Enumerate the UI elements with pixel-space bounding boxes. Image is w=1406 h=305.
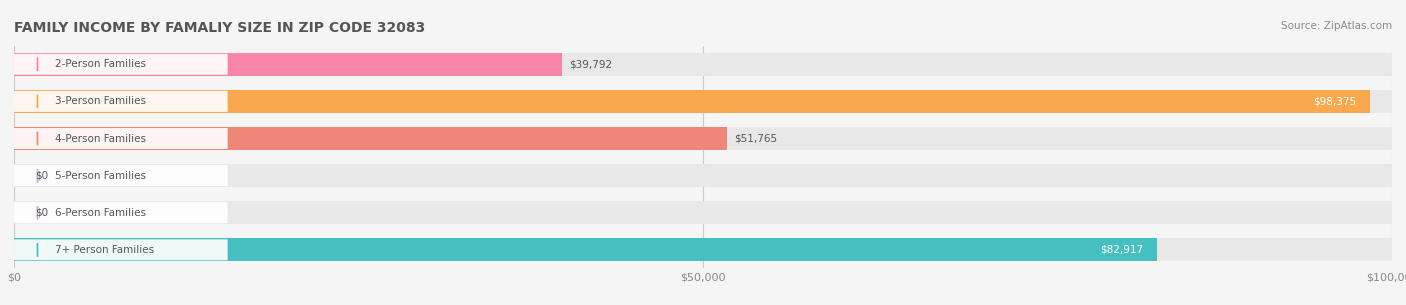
Text: $51,765: $51,765 bbox=[734, 134, 778, 144]
Bar bbox=[14, 201, 1392, 224]
Bar bbox=[14, 127, 1392, 150]
Bar bbox=[14, 127, 727, 150]
Bar bbox=[14, 238, 1392, 261]
FancyBboxPatch shape bbox=[14, 128, 228, 149]
Text: $0: $0 bbox=[35, 170, 48, 181]
Text: $82,917: $82,917 bbox=[1099, 245, 1143, 255]
Bar bbox=[14, 53, 562, 76]
FancyBboxPatch shape bbox=[14, 54, 228, 75]
Text: 5-Person Families: 5-Person Families bbox=[55, 170, 146, 181]
FancyBboxPatch shape bbox=[14, 202, 228, 223]
FancyBboxPatch shape bbox=[14, 239, 228, 260]
FancyBboxPatch shape bbox=[14, 91, 228, 112]
Bar bbox=[14, 238, 1157, 261]
Text: $98,375: $98,375 bbox=[1313, 96, 1355, 106]
Bar bbox=[14, 53, 1392, 76]
Text: FAMILY INCOME BY FAMALIY SIZE IN ZIP CODE 32083: FAMILY INCOME BY FAMALIY SIZE IN ZIP COD… bbox=[14, 21, 425, 35]
Bar bbox=[14, 90, 1392, 113]
Bar bbox=[14, 164, 1392, 187]
Text: $0: $0 bbox=[35, 208, 48, 218]
Text: 2-Person Families: 2-Person Families bbox=[55, 59, 146, 69]
FancyBboxPatch shape bbox=[14, 165, 228, 186]
Text: 7+ Person Families: 7+ Person Families bbox=[55, 245, 155, 255]
Text: 6-Person Families: 6-Person Families bbox=[55, 208, 146, 218]
Bar bbox=[14, 90, 1369, 113]
Text: $39,792: $39,792 bbox=[569, 59, 613, 69]
Text: 3-Person Families: 3-Person Families bbox=[55, 96, 146, 106]
Text: Source: ZipAtlas.com: Source: ZipAtlas.com bbox=[1281, 21, 1392, 31]
Text: 4-Person Families: 4-Person Families bbox=[55, 134, 146, 144]
